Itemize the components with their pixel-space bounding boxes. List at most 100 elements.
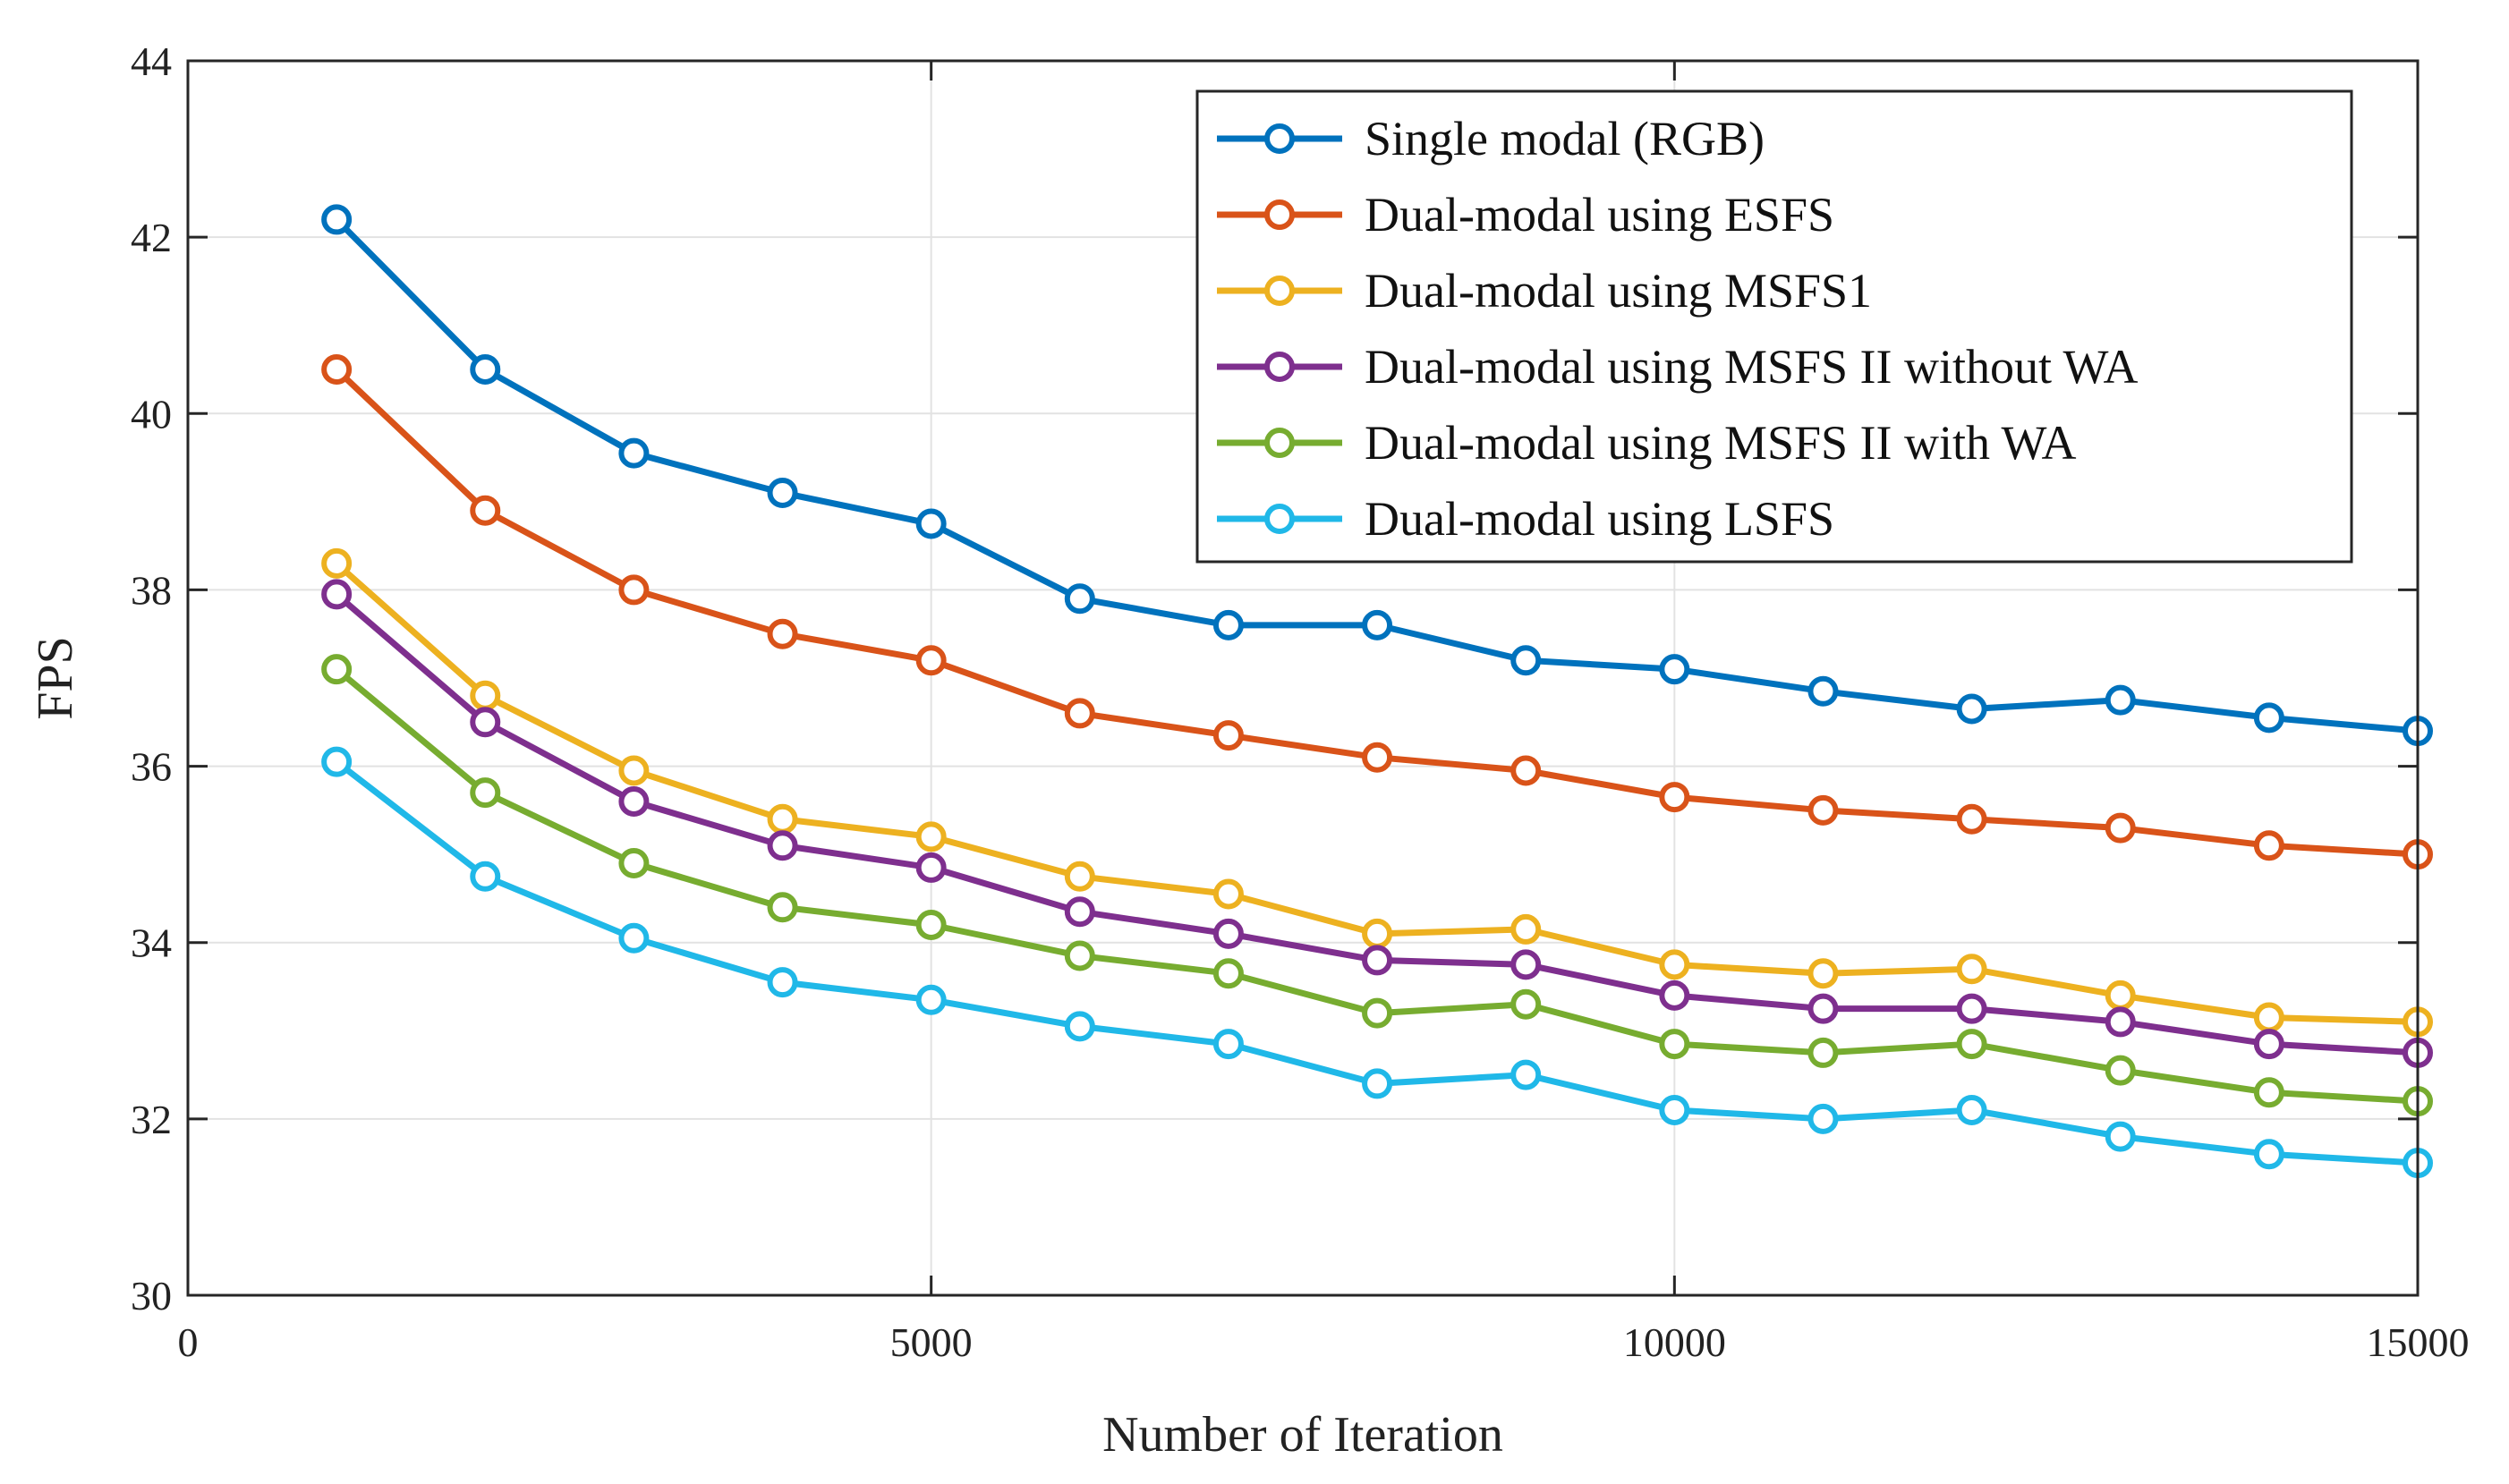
data-point — [1064, 1011, 1095, 1042]
data-point — [1659, 1095, 1690, 1125]
legend-item: Dual-modal using LSFS — [1217, 492, 1834, 546]
y-tick-label: 44 — [131, 38, 172, 84]
data-point — [2105, 812, 2136, 844]
series-4 — [321, 579, 2433, 1068]
data-point — [767, 618, 798, 649]
data-point — [470, 777, 501, 809]
legend-item: Dual-modal using MSFS II without WA — [1217, 340, 2139, 394]
data-point — [1659, 654, 1690, 685]
data-point — [2253, 702, 2284, 734]
legend-label: Dual-modal using MSFS II with WA — [1365, 416, 2077, 470]
data-point — [470, 354, 501, 385]
data-point — [1956, 1095, 1987, 1125]
legend-box — [1195, 89, 2353, 564]
data-point — [1956, 1029, 1987, 1060]
data-point — [618, 848, 650, 878]
data-point — [2253, 1002, 2284, 1033]
data-point — [2105, 1055, 2136, 1086]
data-point — [618, 755, 650, 786]
legend-item: Dual-modal using MSFS II with WA — [1217, 416, 2077, 470]
data-point — [618, 922, 650, 954]
x-tick-label: 5000 — [890, 1319, 973, 1365]
data-point — [2253, 830, 2284, 861]
y-tick-label: 30 — [131, 1273, 172, 1319]
data-point — [470, 707, 501, 738]
legend-item: Dual-modal using MSFS1 — [1217, 264, 1872, 318]
legend-item: Single modal (RGB) — [1217, 112, 1765, 165]
legend-item: Dual-modal using ESFS — [1217, 188, 1834, 242]
data-point — [2253, 1077, 2284, 1108]
legend-label: Single modal (RGB) — [1365, 112, 1765, 165]
legend-swatch-marker — [1264, 276, 1295, 306]
legend-swatch-marker — [1264, 123, 1295, 154]
series-5 — [321, 654, 2433, 1117]
data-point — [1510, 645, 1542, 676]
data-point — [470, 680, 501, 711]
data-point — [915, 852, 947, 883]
y-tick-label: 42 — [131, 215, 172, 260]
legend-swatch-marker — [1264, 504, 1295, 534]
data-point — [1807, 958, 1839, 989]
y-tick-label: 32 — [131, 1097, 172, 1142]
data-point — [915, 910, 947, 940]
x-tick-label: 0 — [178, 1319, 199, 1365]
data-point — [1212, 958, 1244, 989]
data-point — [1510, 913, 1542, 945]
data-point — [1510, 1059, 1542, 1090]
data-point — [1362, 609, 1393, 640]
data-point — [1212, 720, 1244, 751]
x-axis-label: Number of Iteration — [1102, 1407, 1503, 1463]
data-point — [1212, 918, 1244, 949]
series-group — [321, 204, 2433, 1179]
data-point — [1659, 979, 1690, 1011]
data-point — [1807, 794, 1839, 826]
data-point — [2105, 684, 2136, 716]
data-point — [470, 495, 501, 526]
data-point — [1362, 918, 1393, 949]
data-point — [1064, 583, 1095, 615]
data-point — [915, 645, 947, 676]
data-point — [1362, 945, 1393, 976]
data-point — [321, 204, 353, 235]
data-point — [1807, 1103, 1839, 1134]
data-point — [2253, 1139, 2284, 1170]
data-point — [2105, 979, 2136, 1011]
y-tick-label: 40 — [131, 391, 172, 437]
legend-swatch-marker — [1264, 352, 1295, 382]
data-point — [1807, 675, 1839, 707]
data-point — [321, 579, 353, 610]
data-point — [1510, 988, 1542, 1020]
data-point — [321, 547, 353, 579]
data-point — [321, 354, 353, 385]
data-point — [1064, 896, 1095, 928]
data-point — [1956, 693, 1987, 725]
y-tick-label: 38 — [131, 567, 172, 613]
legend-swatch-marker — [1264, 428, 1295, 458]
y-tick-label: 34 — [131, 920, 172, 966]
data-point — [1212, 1029, 1244, 1060]
data-point — [321, 654, 353, 685]
series-6 — [321, 746, 2433, 1179]
data-point — [1956, 993, 1987, 1024]
x-tick-label: 10000 — [1623, 1319, 1726, 1365]
data-point — [1956, 954, 1987, 985]
y-axis-label: FPS — [28, 636, 83, 719]
data-point — [915, 984, 947, 1015]
data-point — [2105, 1006, 2136, 1038]
data-point — [618, 786, 650, 817]
legend-swatch-marker — [1264, 199, 1295, 230]
series-2 — [321, 354, 2433, 870]
plot-frame — [186, 59, 2420, 1297]
data-point — [1212, 878, 1244, 910]
data-point — [618, 437, 650, 469]
data-point — [1807, 993, 1839, 1024]
data-point — [1510, 949, 1542, 980]
legend: Single modal (RGB) Dual-modal using ESFS D… — [1195, 89, 2353, 564]
data-point — [767, 478, 798, 508]
x-tick-label: 15000 — [2367, 1319, 2470, 1365]
data-point — [1064, 940, 1095, 971]
data-point — [1212, 609, 1244, 640]
data-point — [1659, 782, 1690, 813]
data-point — [321, 746, 353, 777]
